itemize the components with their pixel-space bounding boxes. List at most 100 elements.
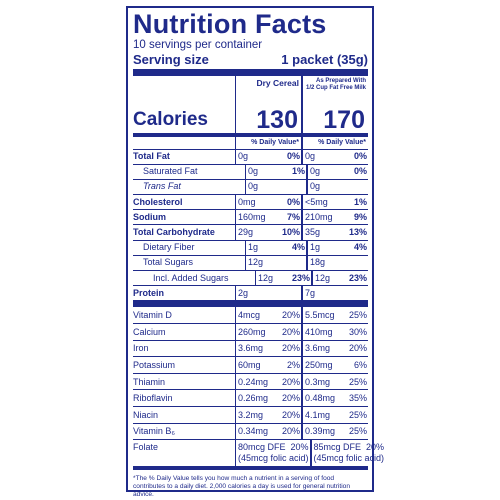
nutrient-name: Vitamin B₆ <box>133 426 175 437</box>
nutrient-percent: 20% <box>281 426 300 437</box>
nutrient-col2: 1g 4% <box>306 240 368 255</box>
nutrient-col2: 12g 23% <box>311 271 368 286</box>
thick-divider-2 <box>133 300 368 308</box>
nutrient-col1: 12g <box>245 255 306 270</box>
nutrient-row: Total Sugars 12g 18g <box>133 255 368 271</box>
vitamin-row: Riboflavin 0.26mg 20% 0.48mg 35% <box>133 390 368 407</box>
vitamin-col2: 3.6mg 20% <box>301 340 368 357</box>
nutrient-amount: 80mcg DFE <box>238 442 286 453</box>
nutrient-amount: 12g <box>258 272 274 283</box>
nutrient-percent: 0% <box>353 166 367 177</box>
nutrient-amount: 0.34mg <box>238 426 269 437</box>
nutrient-amount: 12g <box>315 272 331 283</box>
nutrient-percent: 20% <box>348 343 367 354</box>
nutrient-name: Total Fat <box>133 151 170 162</box>
thick-divider <box>133 69 368 76</box>
nutrient-row: Saturated Fat 0g 1% 0g 0% <box>133 164 368 180</box>
nutrient-name: Potassium <box>133 359 176 370</box>
nutrient-percent: 20% <box>281 393 300 404</box>
vitamin-col1: 0.34mg 20% <box>235 423 301 440</box>
nutrient-name: Vitamin D <box>133 310 172 321</box>
nutrient-amount: 0g <box>248 166 259 177</box>
nutrient-amount: 1g <box>310 242 321 253</box>
nutrient-col1: 0mg 0% <box>235 195 301 210</box>
nutrient-percent: 25% <box>348 426 367 437</box>
nutrient-col1: 0g 1% <box>245 164 306 179</box>
servings-per-container: 10 servings per container <box>133 39 263 51</box>
nutrient-amount: 12g <box>248 257 264 268</box>
nutrient-percent: 0% <box>353 151 367 162</box>
vitamin-col1: 60mg 2% <box>235 357 301 373</box>
calories-label: Calories <box>133 109 208 130</box>
folate-sub: (45mcg folic acid) <box>238 453 309 464</box>
nutrient-amount: 4mcg <box>238 310 261 321</box>
nutrient-percent: 25% <box>348 376 367 387</box>
nutrient-percent: 20% <box>290 442 309 453</box>
nutrient-percent: 20% <box>366 442 385 453</box>
folate-sub: (45mcg folic acid) <box>313 453 385 464</box>
nutrient-col2: 18g <box>306 255 368 270</box>
nutrition-facts-label: Nutrition Facts 10 servings per containe… <box>126 6 384 498</box>
nutrient-amount: 1g <box>248 242 259 253</box>
nutrient-amount: 3.2mg <box>238 409 264 420</box>
nutrient-amount: 18g <box>310 257 326 268</box>
column-headers: Dry Cereal As Prepared With 1/2 Cup Fat … <box>133 76 368 107</box>
vitamin-row: Niacin 3.2mg 20% 4.1mg 25% <box>133 406 368 424</box>
footnote: *The % Daily Value tells you how much a … <box>133 474 350 498</box>
nutrient-row: Protein 2g 7g <box>133 286 368 301</box>
nutrient-amount: 250mg <box>305 359 333 370</box>
nutrient-name: Niacin <box>133 409 159 420</box>
calories-col2: 170 <box>301 107 368 133</box>
col2-header-line1: As Prepared With <box>316 78 366 84</box>
nutrient-name: Trans Fat <box>143 181 181 192</box>
nutrient-percent: 20% <box>281 326 300 337</box>
nutrient-percent: 13% <box>348 227 367 238</box>
nutrient-name: Sodium <box>133 211 166 222</box>
nutrient-col2: 210mg 9% <box>301 210 368 225</box>
nutrient-amount: 410mg <box>305 326 333 337</box>
nutrient-name: Protein <box>133 287 165 298</box>
vitamin-col2: 0.39mg 25% <box>301 423 368 440</box>
medium-divider <box>133 133 368 137</box>
nutrient-name: Calcium <box>133 326 166 337</box>
vitamin-col1: 4mcg 20% <box>235 307 301 323</box>
nutrient-amount: 7g <box>305 287 316 298</box>
nutrient-name: Thiamin <box>133 376 166 387</box>
vitamin-row: Iron 3.6mg 20% 3.6mg 20% <box>133 340 368 358</box>
nutrient-percent: 20% <box>281 310 300 321</box>
nutrient-col2: <5mg 1% <box>301 195 368 210</box>
nutrient-name: Incl. Added Sugars <box>153 272 229 283</box>
nutrient-name: Total Sugars <box>143 257 194 268</box>
vitamin-col1: 0.26mg 20% <box>235 390 301 406</box>
nutrient-percent: 4% <box>353 242 367 253</box>
dv-header-col2: % Daily Value* <box>301 136 368 149</box>
serving-size-label: Serving size <box>133 52 209 67</box>
nutrient-col1: 1g 4% <box>245 240 306 255</box>
folate-row: Folate 80mcg DFE 20% (45mcg folic acid) … <box>133 440 384 467</box>
nutrient-row: Incl. Added Sugars 12g 23% 12g 23% <box>133 271 368 287</box>
nutrient-percent: 20% <box>281 343 300 354</box>
vitamin-list: Vitamin D 4mcg 20% 5.5mcg 25% Calcium 260mg 20%… <box>133 307 368 441</box>
nutrient-row: Trans Fat 0g 0g <box>133 179 368 196</box>
vitamin-col2: 0.48mg 35% <box>301 390 368 406</box>
nutrient-amount: 210mg <box>305 211 333 222</box>
nutrient-col1: 2g <box>235 286 301 301</box>
nutrient-amount: 35g <box>305 227 321 238</box>
nutrient-percent: 25% <box>348 310 367 321</box>
medium-divider-2 <box>133 466 368 470</box>
nutrient-amount: 4.1mg <box>305 409 331 420</box>
nutrient-amount: 0.24mg <box>238 376 269 387</box>
nutrient-percent: 20% <box>281 376 300 387</box>
nutrient-amount: 160mg <box>238 211 266 222</box>
nutrient-name: Iron <box>133 343 149 354</box>
nutrient-percent: 1% <box>353 196 367 207</box>
nutrient-percent: 25% <box>348 409 367 420</box>
nutrient-amount: 0g <box>310 166 321 177</box>
nutrient-percent: 10% <box>281 227 300 238</box>
serving-size-row: Serving size 1 packet (35g) <box>133 52 368 67</box>
nutrient-col2: 0g 0% <box>301 149 368 164</box>
nutrient-list: Total Fat 0g 0% 0g 0% Saturated Fat 0g 1% 0g 0% Tr… <box>133 149 368 301</box>
nutrient-name: Dietary Fiber <box>143 242 195 253</box>
nutrient-amount: 29g <box>238 227 254 238</box>
nutrient-col1: 29g 10% <box>235 225 301 240</box>
